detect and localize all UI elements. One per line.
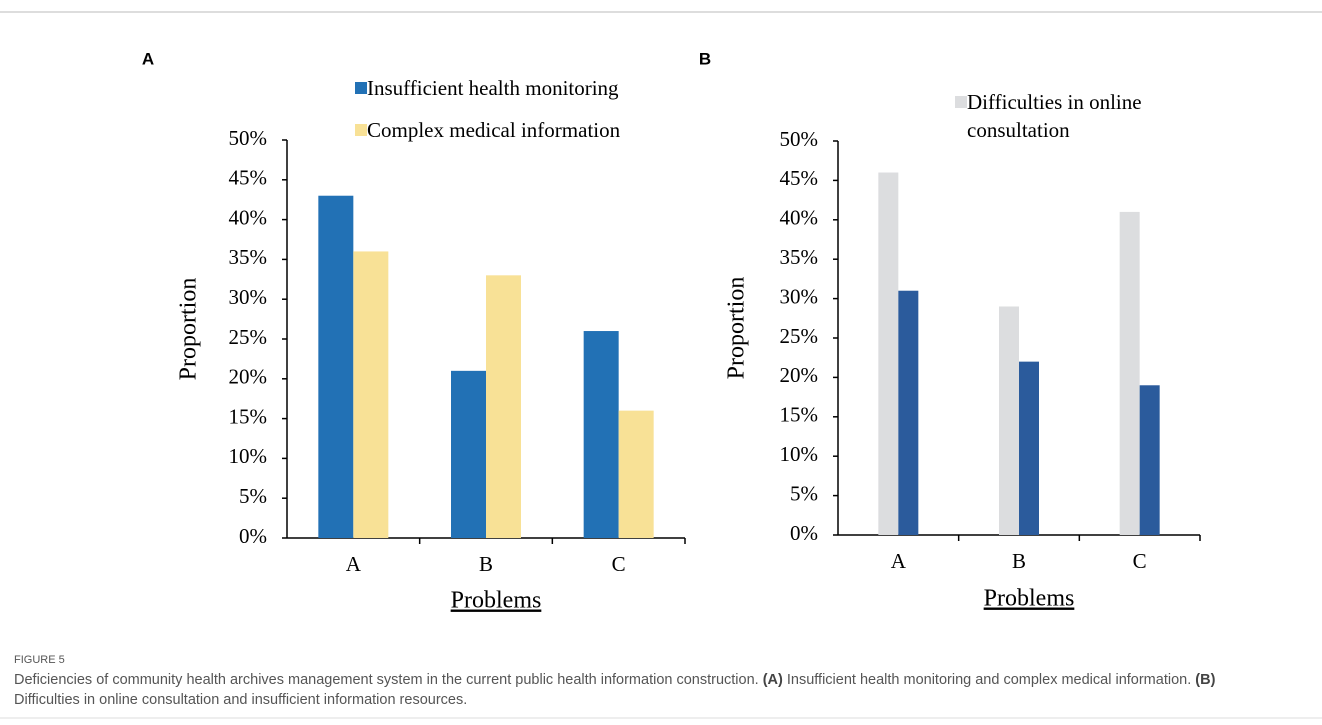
y-tick-label: 25% [229,325,268,349]
x-tick-label: B [479,552,493,576]
y-tick-label: 10% [229,444,268,468]
y-tick-label: 50% [229,126,268,150]
legend-swatch [355,124,367,136]
bar [1019,361,1039,535]
caption-ref: (B) [1195,672,1216,688]
legend-swatch [355,82,367,94]
y-tick-label: 15% [780,403,819,427]
bar [618,410,654,538]
y-tick-label: 45% [780,166,819,190]
y-tick-label: 0% [790,521,818,545]
x-tick-label: B [1012,549,1026,573]
y-tick-label: 30% [229,285,268,309]
caption-text: Deficiencies of community health archive… [14,672,763,688]
bar [486,275,521,538]
y-tick-label: 35% [229,245,268,269]
legend-label: Difficulties in online consultation [967,90,1142,142]
panel-label: B [699,49,711,68]
caption-text: Insufficient health monitoring and compl… [782,672,1196,688]
x-tick-label: A [891,549,907,573]
panel-label: A [142,49,154,68]
bar [318,195,354,538]
y-tick-label: 5% [239,484,267,508]
x-tick-label: A [346,552,362,576]
bar [353,251,389,538]
y-tick-label: 30% [780,284,819,308]
y-tick-label: 10% [780,442,819,466]
y-tick-label: 5% [790,481,818,505]
caption-ref: (A) [762,672,783,688]
bar [898,290,919,535]
y-tick-label: 20% [229,365,268,389]
legend-swatch [955,96,967,108]
y-axis-label: Proportion [724,277,750,380]
y-tick-label: 40% [780,206,819,230]
bar [1139,385,1160,535]
legend-label: Insufficient health monitoring [367,76,619,100]
x-tick-label: C [1133,549,1147,573]
caption: Deficiencies of community health archive… [14,670,1274,710]
x-axis-label: Problems [451,588,542,614]
bar [878,172,899,535]
bar [1119,211,1140,536]
y-tick-label: 40% [229,205,268,229]
bar [999,306,1019,535]
x-axis-label: Problems [984,586,1075,612]
x-tick-label: C [612,552,626,576]
y-tick-label: 35% [780,245,819,269]
y-tick-label: 15% [229,404,268,428]
bar [451,370,486,538]
legend-label: Complex medical information [367,118,621,142]
figure-label: FIGURE 5 [14,654,65,666]
y-tick-label: 20% [780,363,819,387]
y-axis-label: Proportion [176,278,202,381]
y-tick-label: 0% [239,524,267,548]
caption-text: Difficulties in online consultation and … [14,692,468,708]
bar [583,331,619,538]
y-tick-label: 25% [780,324,819,348]
y-tick-label: 45% [229,166,268,190]
y-tick-label: 50% [780,127,819,151]
